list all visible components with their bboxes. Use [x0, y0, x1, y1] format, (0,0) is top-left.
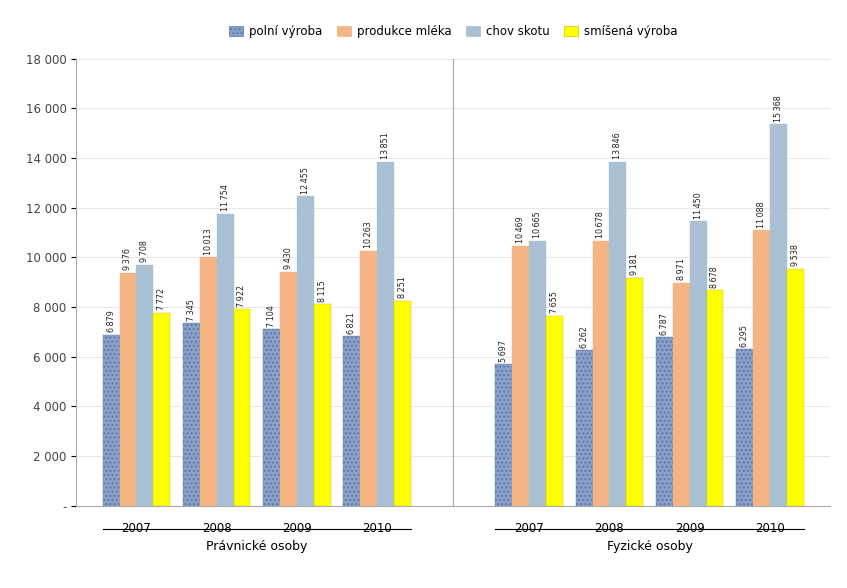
Text: 7 104: 7 104 [267, 305, 276, 327]
Bar [343, 336, 360, 506]
Bar [512, 246, 529, 506]
Text: 2008: 2008 [202, 522, 231, 535]
Bar [136, 265, 153, 506]
Text: 2008: 2008 [595, 522, 624, 535]
Text: 6 787: 6 787 [660, 313, 669, 335]
Text: 7 772: 7 772 [158, 288, 166, 310]
Bar [609, 162, 626, 506]
Text: 2007: 2007 [121, 522, 152, 535]
Bar [217, 214, 234, 506]
Text: 10 263: 10 263 [364, 222, 374, 248]
Text: 9 181: 9 181 [630, 253, 639, 275]
Text: 9 538: 9 538 [791, 245, 800, 266]
Text: 11 754: 11 754 [220, 185, 230, 211]
Text: 6 821: 6 821 [347, 312, 357, 334]
Text: 8 971: 8 971 [677, 259, 686, 280]
Bar [576, 350, 593, 506]
Bar [297, 196, 313, 506]
Text: 9 376: 9 376 [124, 249, 132, 270]
Bar [626, 278, 643, 506]
Bar [200, 257, 217, 506]
Bar [656, 337, 673, 506]
Bar [736, 349, 753, 506]
Text: 8 251: 8 251 [398, 276, 407, 298]
Text: 15 368: 15 368 [774, 95, 783, 122]
Bar [689, 222, 706, 506]
Bar [495, 364, 512, 506]
Bar [529, 241, 546, 506]
Text: 11 088: 11 088 [757, 201, 766, 228]
Bar [183, 323, 200, 506]
Bar [102, 335, 119, 506]
Bar [280, 272, 297, 506]
Bar [377, 162, 394, 506]
Text: 8 678: 8 678 [711, 266, 719, 288]
Bar [787, 269, 804, 506]
Bar [153, 313, 170, 506]
Bar [313, 304, 330, 506]
Text: 6 262: 6 262 [579, 326, 589, 348]
Text: 10 678: 10 678 [596, 211, 606, 238]
Text: 6 295: 6 295 [740, 325, 749, 347]
Bar [593, 240, 609, 506]
Text: 12 455: 12 455 [301, 167, 310, 194]
Text: 2010: 2010 [363, 522, 392, 535]
Bar [673, 283, 689, 506]
Text: 2007: 2007 [514, 522, 544, 535]
Bar [753, 230, 770, 506]
Text: 10 013: 10 013 [203, 228, 213, 255]
Text: 13 851: 13 851 [381, 132, 390, 159]
Text: 7 345: 7 345 [187, 299, 196, 321]
Bar [770, 124, 787, 506]
Text: 13 846: 13 846 [613, 133, 623, 159]
Bar [706, 290, 723, 506]
Text: 5 697: 5 697 [500, 340, 508, 362]
Text: 2010: 2010 [755, 522, 785, 535]
Text: 10 665: 10 665 [533, 212, 542, 238]
Text: 9 430: 9 430 [284, 248, 293, 269]
Legend: polní výroba, produkce mléka, chov skotu, smíšená výroba: polní výroba, produkce mléka, chov skotu… [224, 20, 682, 42]
Text: 8 115: 8 115 [318, 280, 327, 302]
Bar [234, 309, 251, 506]
Bar [394, 301, 411, 506]
Bar [546, 316, 563, 506]
Bar [263, 329, 280, 506]
Text: 7 922: 7 922 [237, 285, 246, 306]
Text: 7 655: 7 655 [550, 291, 559, 313]
Bar [119, 273, 136, 506]
Text: 2009: 2009 [282, 522, 312, 535]
Text: 6 879: 6 879 [107, 310, 115, 332]
Text: Právnické osoby: Právnické osoby [206, 540, 307, 553]
Text: 10 469: 10 469 [516, 216, 525, 243]
Text: Fyzické osoby: Fyzické osoby [606, 540, 693, 553]
Text: 2009: 2009 [675, 522, 705, 535]
Text: 9 708: 9 708 [141, 240, 149, 262]
Bar [360, 251, 377, 506]
Text: 11 450: 11 450 [694, 192, 703, 219]
